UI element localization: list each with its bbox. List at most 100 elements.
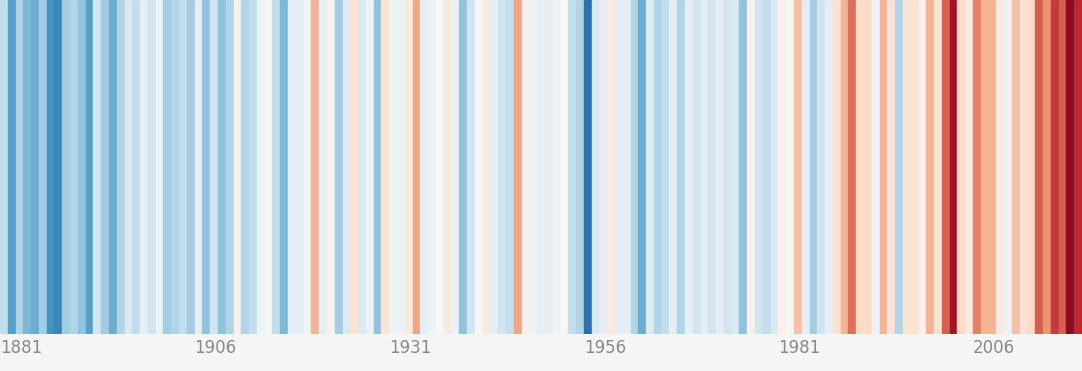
Bar — [662, 0, 670, 334]
Bar — [685, 0, 692, 334]
Bar — [256, 0, 265, 334]
Bar — [1051, 0, 1058, 334]
Bar — [319, 0, 327, 334]
Bar — [93, 0, 102, 334]
Bar — [537, 0, 545, 334]
Bar — [770, 0, 778, 334]
Bar — [880, 0, 887, 334]
Bar — [249, 0, 256, 334]
Bar — [997, 0, 1004, 334]
Bar — [724, 0, 731, 334]
Bar — [560, 0, 568, 334]
Bar — [78, 0, 85, 334]
Bar — [382, 0, 390, 334]
Bar — [124, 0, 132, 334]
Bar — [576, 0, 584, 334]
Bar — [1012, 0, 1019, 334]
Bar — [833, 0, 841, 334]
Bar — [965, 0, 973, 334]
Bar — [1058, 0, 1067, 334]
Bar — [848, 0, 856, 334]
Bar — [599, 0, 607, 334]
Bar — [856, 0, 865, 334]
Bar — [654, 0, 662, 334]
Bar — [553, 0, 560, 334]
Bar — [102, 0, 109, 334]
Bar — [334, 0, 343, 334]
Bar — [140, 0, 148, 334]
Bar — [217, 0, 226, 334]
Bar — [631, 0, 638, 334]
Bar — [887, 0, 895, 334]
Bar — [444, 0, 451, 334]
Bar — [171, 0, 179, 334]
Bar — [646, 0, 654, 334]
Bar — [1074, 0, 1082, 334]
Bar — [156, 0, 163, 334]
Text: 1981: 1981 — [778, 339, 820, 358]
Bar — [973, 0, 980, 334]
Bar — [373, 0, 382, 334]
Bar — [343, 0, 351, 334]
Bar — [467, 0, 475, 334]
Bar — [731, 0, 739, 334]
Bar — [31, 0, 39, 334]
Bar — [809, 0, 817, 334]
Bar — [865, 0, 872, 334]
Bar — [273, 0, 280, 334]
Bar — [15, 0, 24, 334]
Bar — [1043, 0, 1051, 334]
Bar — [54, 0, 63, 334]
Bar — [545, 0, 553, 334]
Bar — [670, 0, 677, 334]
Bar — [623, 0, 631, 334]
Bar — [0, 0, 8, 334]
Bar — [498, 0, 506, 334]
Bar — [529, 0, 537, 334]
Bar — [763, 0, 770, 334]
Bar — [436, 0, 444, 334]
Bar — [8, 0, 15, 334]
Bar — [85, 0, 93, 334]
Bar — [459, 0, 467, 334]
Bar — [39, 0, 47, 334]
Bar — [926, 0, 934, 334]
Bar — [716, 0, 724, 334]
Bar — [802, 0, 809, 334]
Bar — [903, 0, 911, 334]
Bar — [366, 0, 373, 334]
Bar — [522, 0, 529, 334]
Bar — [405, 0, 412, 334]
Bar — [872, 0, 880, 334]
Bar — [351, 0, 358, 334]
Bar — [584, 0, 592, 334]
Bar — [826, 0, 833, 334]
Bar — [794, 0, 802, 334]
Bar — [615, 0, 623, 334]
Bar — [919, 0, 926, 334]
Bar — [841, 0, 848, 334]
Bar — [895, 0, 903, 334]
Bar — [506, 0, 514, 334]
Bar — [420, 0, 428, 334]
Bar — [288, 0, 295, 334]
Bar — [958, 0, 965, 334]
Bar — [265, 0, 273, 334]
Bar — [412, 0, 420, 334]
Text: 1931: 1931 — [390, 339, 432, 358]
Bar — [709, 0, 716, 334]
Bar — [304, 0, 312, 334]
Bar — [390, 0, 397, 334]
Bar — [1028, 0, 1035, 334]
Bar — [911, 0, 919, 334]
Bar — [451, 0, 459, 334]
Bar — [47, 0, 54, 334]
Text: 2006: 2006 — [973, 339, 1015, 358]
Bar — [202, 0, 210, 334]
Bar — [397, 0, 405, 334]
Bar — [312, 0, 319, 334]
Bar — [1019, 0, 1028, 334]
Bar — [179, 0, 187, 334]
Bar — [1004, 0, 1012, 334]
Bar — [980, 0, 989, 334]
